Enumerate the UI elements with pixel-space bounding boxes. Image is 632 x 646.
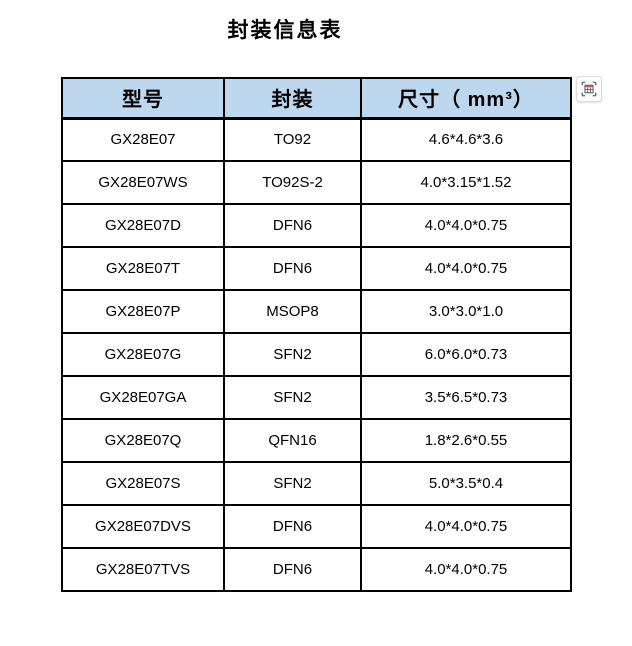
- table-row: GX28E07S SFN2 5.0*3.5*0.4: [61, 461, 572, 506]
- cell-model: GX28E07G: [61, 332, 225, 377]
- package-info-table: 型号 封装 尺寸（ mm³） GX28E07 TO92 4.6*4.6*3.6 GX2…: [61, 77, 572, 592]
- cell-package: DFN6: [223, 203, 362, 248]
- cell-dimensions: 3.0*3.0*1.0: [360, 289, 572, 334]
- cell-model: GX28E07T: [61, 246, 225, 291]
- cell-package: SFN2: [223, 375, 362, 420]
- cell-dimensions: 3.5*6.5*0.73: [360, 375, 572, 420]
- page-title: 封装信息表: [227, 19, 343, 42]
- title-container: 封装信息表: [0, 14, 570, 44]
- table-capture-icon[interactable]: [576, 76, 602, 102]
- table-row: GX28E07 TO92 4.6*4.6*3.6: [61, 117, 572, 162]
- cell-package: DFN6: [223, 246, 362, 291]
- cell-package: MSOP8: [223, 289, 362, 334]
- cell-model: GX28E07Q: [61, 418, 225, 463]
- table-row: GX28E07G SFN2 6.0*6.0*0.73: [61, 332, 572, 377]
- cell-model: GX28E07TVS: [61, 547, 225, 592]
- cell-model: GX28E07: [61, 117, 225, 162]
- cell-dimensions: 4.0*3.15*1.52: [360, 160, 572, 205]
- table-row: GX28E07D DFN6 4.0*4.0*0.75: [61, 203, 572, 248]
- cell-dimensions: 5.0*3.5*0.4: [360, 461, 572, 506]
- cell-model: GX28E07GA: [61, 375, 225, 420]
- cell-model: GX28E07DVS: [61, 504, 225, 549]
- table-capture-glyph: [581, 81, 597, 97]
- cell-model: GX28E07D: [61, 203, 225, 248]
- cell-package: TO92: [223, 117, 362, 162]
- table-row: GX28E07Q QFN16 1.8*2.6*0.55: [61, 418, 572, 463]
- table-row: GX28E07GA SFN2 3.5*6.5*0.73: [61, 375, 572, 420]
- cell-package: TO92S-2: [223, 160, 362, 205]
- table-row: GX28E07P MSOP8 3.0*3.0*1.0: [61, 289, 572, 334]
- column-header-model: 型号: [61, 77, 225, 120]
- column-header-dimensions: 尺寸（ mm³）: [360, 77, 572, 120]
- cell-dimensions: 1.8*2.6*0.55: [360, 418, 572, 463]
- cell-package: QFN16: [223, 418, 362, 463]
- header-row: 型号 封装 尺寸（ mm³）: [61, 77, 572, 120]
- cell-dimensions: 4.0*4.0*0.75: [360, 203, 572, 248]
- cell-dimensions: 6.0*6.0*0.73: [360, 332, 572, 377]
- cell-model: GX28E07WS: [61, 160, 225, 205]
- cell-dimensions: 4.0*4.0*0.75: [360, 547, 572, 592]
- table-row: GX28E07TVS DFN6 4.0*4.0*0.75: [61, 547, 572, 592]
- table-row: GX28E07WS TO92S-2 4.0*3.15*1.52: [61, 160, 572, 205]
- cell-package: SFN2: [223, 461, 362, 506]
- cell-package: DFN6: [223, 504, 362, 549]
- cell-package: DFN6: [223, 547, 362, 592]
- cell-model: GX28E07P: [61, 289, 225, 334]
- column-header-package: 封装: [223, 77, 362, 120]
- cell-dimensions: 4.6*4.6*3.6: [360, 117, 572, 162]
- cell-model: GX28E07S: [61, 461, 225, 506]
- cell-dimensions: 4.0*4.0*0.75: [360, 246, 572, 291]
- cell-dimensions: 4.0*4.0*0.75: [360, 504, 572, 549]
- table-body: GX28E07 TO92 4.6*4.6*3.6 GX28E07WS TO92S-2 4.…: [61, 117, 572, 592]
- table-row: GX28E07T DFN6 4.0*4.0*0.75: [61, 246, 572, 291]
- table-row: GX28E07DVS DFN6 4.0*4.0*0.75: [61, 504, 572, 549]
- cell-package: SFN2: [223, 332, 362, 377]
